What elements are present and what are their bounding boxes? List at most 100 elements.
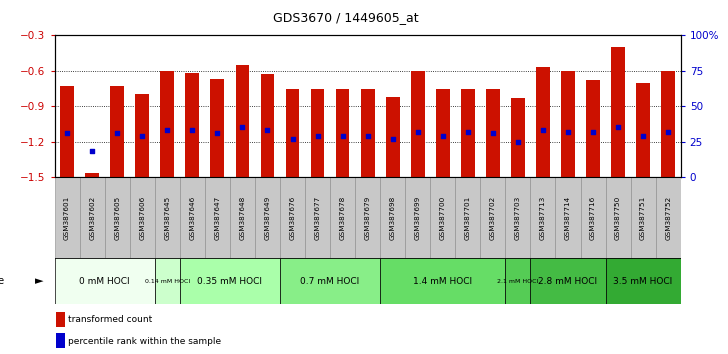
Bar: [361, 88, 374, 177]
Bar: [586, 80, 600, 177]
Bar: [180, 258, 280, 304]
Bar: [160, 71, 174, 177]
Bar: [155, 258, 180, 304]
Text: GSM387701: GSM387701: [464, 195, 471, 240]
Text: ►: ►: [35, 276, 44, 286]
Bar: [386, 97, 400, 177]
Point: [637, 133, 649, 138]
Text: GSM387678: GSM387678: [339, 195, 346, 240]
Text: GSM387648: GSM387648: [240, 195, 245, 240]
Bar: [111, 86, 124, 177]
Text: 0.14 mM HOCl: 0.14 mM HOCl: [145, 279, 190, 284]
Bar: [55, 258, 155, 304]
Text: GSM387713: GSM387713: [540, 195, 546, 240]
Bar: [336, 88, 349, 177]
FancyBboxPatch shape: [130, 177, 155, 258]
Text: GSM387679: GSM387679: [365, 195, 371, 240]
FancyBboxPatch shape: [630, 177, 656, 258]
Bar: [636, 82, 650, 177]
Text: GSM387605: GSM387605: [114, 195, 120, 240]
Text: GSM387716: GSM387716: [590, 195, 596, 240]
Point: [612, 125, 624, 130]
Point: [487, 131, 499, 136]
FancyBboxPatch shape: [105, 177, 130, 258]
FancyBboxPatch shape: [430, 177, 455, 258]
Bar: [380, 258, 505, 304]
Text: GSM387702: GSM387702: [490, 195, 496, 240]
Text: GSM387700: GSM387700: [440, 195, 446, 240]
Bar: [436, 88, 450, 177]
FancyBboxPatch shape: [280, 177, 305, 258]
Bar: [536, 67, 550, 177]
Text: transformed count: transformed count: [68, 315, 152, 324]
Point: [212, 131, 223, 136]
Bar: [505, 258, 531, 304]
Text: GSM387699: GSM387699: [415, 195, 421, 240]
Point: [162, 127, 173, 133]
FancyBboxPatch shape: [305, 177, 330, 258]
Bar: [511, 98, 525, 177]
Bar: [285, 88, 299, 177]
Text: GSM387750: GSM387750: [615, 195, 621, 240]
Text: GSM387601: GSM387601: [64, 195, 70, 240]
Point: [537, 127, 549, 133]
Bar: [57, 333, 65, 348]
Point: [462, 129, 474, 135]
Text: GSM387602: GSM387602: [89, 195, 95, 240]
Point: [412, 129, 424, 135]
Point: [287, 136, 298, 142]
Point: [337, 133, 349, 138]
Bar: [661, 71, 675, 177]
FancyBboxPatch shape: [380, 177, 405, 258]
Text: 2.8 mM HOCl: 2.8 mM HOCl: [539, 277, 598, 286]
Bar: [561, 71, 575, 177]
FancyBboxPatch shape: [555, 177, 580, 258]
Text: 0 mM HOCl: 0 mM HOCl: [79, 277, 130, 286]
Text: percentile rank within the sample: percentile rank within the sample: [68, 337, 221, 346]
FancyBboxPatch shape: [405, 177, 430, 258]
Bar: [531, 258, 606, 304]
Text: GDS3670 / 1449605_at: GDS3670 / 1449605_at: [273, 11, 419, 24]
Bar: [612, 47, 625, 177]
FancyBboxPatch shape: [505, 177, 531, 258]
Text: GSM387698: GSM387698: [389, 195, 396, 240]
Bar: [461, 88, 475, 177]
FancyBboxPatch shape: [580, 177, 606, 258]
Bar: [210, 79, 224, 177]
Point: [362, 133, 373, 138]
Point: [261, 127, 273, 133]
Text: GSM387676: GSM387676: [290, 195, 296, 240]
Text: GSM387751: GSM387751: [640, 195, 646, 240]
Bar: [85, 173, 99, 177]
Point: [562, 129, 574, 135]
FancyBboxPatch shape: [606, 177, 630, 258]
Point: [387, 136, 398, 142]
Bar: [60, 86, 74, 177]
Bar: [486, 88, 499, 177]
Bar: [411, 71, 424, 177]
FancyBboxPatch shape: [230, 177, 255, 258]
Point: [87, 148, 98, 154]
FancyBboxPatch shape: [330, 177, 355, 258]
FancyBboxPatch shape: [155, 177, 180, 258]
Text: GSM387647: GSM387647: [214, 195, 221, 240]
Point: [662, 129, 674, 135]
Text: 2.1 mM HOCl: 2.1 mM HOCl: [497, 279, 539, 284]
FancyBboxPatch shape: [79, 177, 105, 258]
Text: 0.7 mM HOCl: 0.7 mM HOCl: [301, 277, 360, 286]
Text: GSM387649: GSM387649: [264, 195, 271, 240]
FancyBboxPatch shape: [480, 177, 505, 258]
Text: 0.35 mM HOCl: 0.35 mM HOCl: [197, 277, 262, 286]
Point: [237, 125, 248, 130]
Text: 3.5 mM HOCl: 3.5 mM HOCl: [614, 277, 673, 286]
Bar: [236, 65, 249, 177]
Bar: [135, 95, 149, 177]
Text: GSM387714: GSM387714: [565, 195, 571, 240]
Point: [61, 131, 73, 136]
FancyBboxPatch shape: [656, 177, 681, 258]
Text: GSM387606: GSM387606: [139, 195, 146, 240]
Point: [512, 139, 523, 144]
FancyBboxPatch shape: [455, 177, 480, 258]
Text: dose: dose: [0, 276, 7, 286]
Text: GSM387677: GSM387677: [314, 195, 320, 240]
